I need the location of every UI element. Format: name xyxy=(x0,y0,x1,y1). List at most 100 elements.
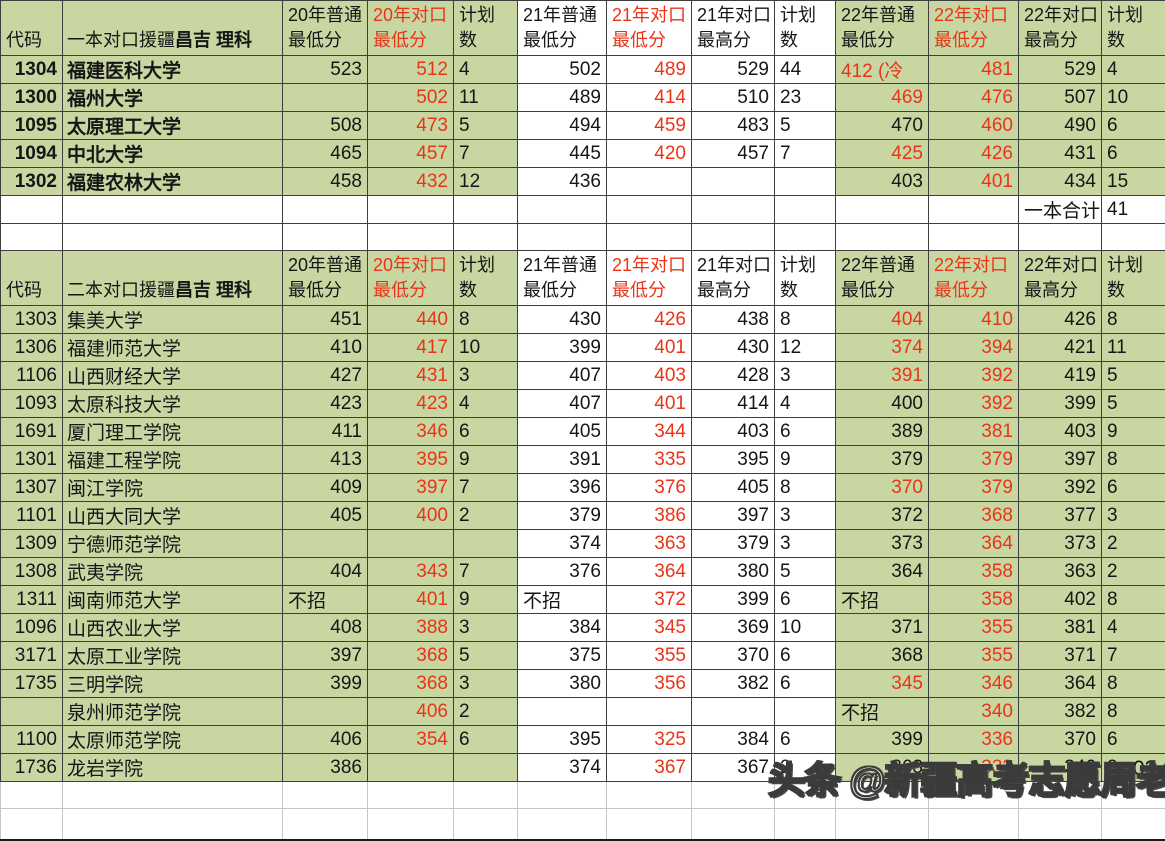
value-cell: 4 xyxy=(454,390,518,418)
header-line1: 21年对口 xyxy=(612,5,686,25)
header-line1: 计划 xyxy=(1107,255,1143,275)
value-cell: 3 xyxy=(454,614,518,642)
empty-cell xyxy=(454,809,518,840)
value-cell: 340 xyxy=(929,698,1019,726)
value-cell: 427 xyxy=(283,362,368,390)
header-line1: 21年对口 xyxy=(612,255,686,275)
code-cell: 1306 xyxy=(1,334,63,362)
empty-cell xyxy=(283,782,368,809)
code-cell: 1106 xyxy=(1,362,63,390)
column-header-cell: 21年普通最低分 xyxy=(518,251,607,306)
value-cell: 397 xyxy=(368,474,454,502)
code-cell xyxy=(1,698,63,726)
empty-cell xyxy=(1019,809,1102,840)
value-cell: 376 xyxy=(607,474,692,502)
value-cell: 395 xyxy=(368,446,454,474)
value-cell: 8 xyxy=(1102,698,1165,726)
column-header-cell: 22年普通最低分 xyxy=(836,1,929,56)
column-header-cell: 22年对口最低分 xyxy=(929,1,1019,56)
value-cell: 4 xyxy=(775,390,836,418)
value-cell: 346 xyxy=(929,670,1019,698)
value-cell: 6 xyxy=(454,726,518,754)
value-cell: 434 xyxy=(1019,168,1102,196)
value-cell: 373 xyxy=(836,530,929,558)
value-cell: 379 xyxy=(929,446,1019,474)
value-cell xyxy=(836,224,929,251)
value-cell xyxy=(368,754,454,782)
value-cell: 392 xyxy=(929,390,1019,418)
name-cell: 宁德师范学院 xyxy=(63,530,283,558)
value-cell: 363 xyxy=(1019,558,1102,586)
value-cell: 407 xyxy=(518,390,607,418)
value-cell: 406 xyxy=(368,698,454,726)
value-cell: 403 xyxy=(836,168,929,196)
name-cell: 闽南师范大学 xyxy=(63,586,283,614)
name-cell: 福建工程学院 xyxy=(63,446,283,474)
value-cell: 344 xyxy=(607,418,692,446)
value-cell xyxy=(929,196,1019,224)
value-cell: 411 xyxy=(283,418,368,446)
value-cell: 457 xyxy=(692,140,775,168)
value-cell xyxy=(454,530,518,558)
value-cell xyxy=(283,530,368,558)
value-cell xyxy=(368,224,454,251)
value-cell: 8 xyxy=(775,306,836,334)
column-header-cell: 20年对口最低分 xyxy=(368,251,454,306)
empty-cell xyxy=(368,782,454,809)
column-header-cell: 21年对口最高分 xyxy=(692,251,775,306)
value-cell: 409 xyxy=(283,474,368,502)
header-line1: 20年普通 xyxy=(288,255,362,275)
value-cell xyxy=(368,196,454,224)
code-cell: 1304 xyxy=(1,56,63,84)
value-cell xyxy=(775,698,836,726)
value-cell xyxy=(283,698,368,726)
header-line2: 最低分 xyxy=(523,280,577,300)
value-cell: 512 xyxy=(368,56,454,84)
section-title-cell: 一本对口援疆昌吉 理科 xyxy=(63,1,283,56)
name-cell: 泉州师范学院 xyxy=(63,698,283,726)
value-cell xyxy=(454,754,518,782)
value-cell: 371 xyxy=(836,614,929,642)
value-cell: 345 xyxy=(836,670,929,698)
value-cell: 8 xyxy=(1102,446,1165,474)
value-cell: 457 xyxy=(368,140,454,168)
value-cell: 371 xyxy=(1019,642,1102,670)
name-cell: 太原科技大学 xyxy=(63,390,283,418)
value-cell: 414 xyxy=(692,390,775,418)
value-cell: 一本合计 xyxy=(1019,196,1102,224)
value-cell: 15 xyxy=(1102,168,1165,196)
value-cell: 481 xyxy=(929,56,1019,84)
section-title-prefix: 一本对口援疆 xyxy=(67,30,175,50)
value-cell: 397 xyxy=(1019,446,1102,474)
header-line1: 22年对口 xyxy=(934,255,1008,275)
header-line1: 22年对口 xyxy=(1024,5,1098,25)
header-line2: 最低分 xyxy=(288,30,342,50)
value-cell: 470 xyxy=(836,112,929,140)
value-cell: 376 xyxy=(518,558,607,586)
value-cell: 426 xyxy=(929,140,1019,168)
value-cell: 377 xyxy=(1019,502,1102,530)
empty-cell xyxy=(607,782,692,809)
empty-cell xyxy=(1,782,63,809)
value-cell: 335 xyxy=(607,446,692,474)
value-cell: 388 xyxy=(368,614,454,642)
value-cell: 404 xyxy=(836,306,929,334)
value-cell: 364 xyxy=(929,530,1019,558)
header-line2: 最低分 xyxy=(841,280,895,300)
value-cell: 421 xyxy=(1019,334,1102,362)
value-cell: 423 xyxy=(283,390,368,418)
value-cell: 386 xyxy=(607,502,692,530)
value-cell: 502 xyxy=(368,84,454,112)
header-line2: 最高分 xyxy=(697,280,751,300)
value-cell: 423 xyxy=(368,390,454,418)
column-header-cell: 20年对口最低分 xyxy=(368,1,454,56)
name-cell: 龙岩学院 xyxy=(63,754,283,782)
value-cell: 363 xyxy=(607,530,692,558)
empty-cell xyxy=(63,809,283,840)
value-cell: 346 xyxy=(368,418,454,446)
value-cell: 400 xyxy=(836,390,929,418)
value-cell: 410 xyxy=(929,306,1019,334)
